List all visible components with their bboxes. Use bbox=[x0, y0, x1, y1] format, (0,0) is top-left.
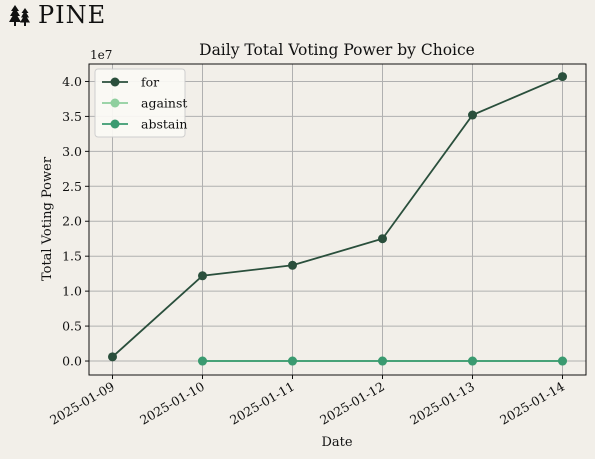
y-tick-label: 0.5 bbox=[62, 319, 82, 334]
data-point-for bbox=[468, 110, 477, 120]
legend-marker-against bbox=[110, 98, 120, 108]
legend-entry-for: for bbox=[102, 75, 159, 90]
y-tick-label: 3.0 bbox=[62, 144, 82, 159]
series-for bbox=[108, 72, 567, 362]
x-tick-label: 2025-01-11 bbox=[227, 379, 297, 428]
pine-trees-icon bbox=[9, 5, 30, 26]
data-point-for bbox=[108, 352, 117, 362]
data-point-abstain bbox=[558, 356, 567, 366]
legend-entry-against: against bbox=[102, 96, 187, 111]
data-point-for bbox=[288, 260, 297, 270]
legend: for against abstain bbox=[94, 68, 187, 138]
x-tick-label: 2025-01-14 bbox=[497, 379, 567, 428]
legend-marker-for bbox=[110, 77, 120, 87]
y-tick-label: 2.5 bbox=[62, 179, 82, 194]
data-point-abstain bbox=[288, 356, 297, 366]
y-tick-label: 3.5 bbox=[62, 109, 82, 124]
y-tick-label: 1.5 bbox=[62, 249, 82, 264]
brand-name: PINE bbox=[38, 1, 107, 29]
data-point-abstain bbox=[468, 356, 477, 366]
legend-label-abstain: abstain bbox=[141, 117, 187, 132]
x-tick-label: 2025-01-09 bbox=[47, 379, 117, 428]
series-line-for bbox=[111, 75, 563, 358]
data-point-abstain bbox=[378, 356, 387, 366]
y-tick-label: 4.0 bbox=[62, 74, 82, 89]
x-tick-label: 2025-01-13 bbox=[407, 379, 477, 428]
data-point-for bbox=[378, 234, 387, 244]
x-tick-label: 2025-01-10 bbox=[137, 379, 207, 428]
data-point-abstain bbox=[198, 356, 207, 366]
legend-label-for: for bbox=[141, 75, 159, 90]
y-tick-label: 1.0 bbox=[62, 284, 82, 299]
brand-logo: PINE bbox=[8, 1, 107, 29]
x-axis-label: Date bbox=[321, 435, 352, 450]
data-point-for bbox=[198, 271, 207, 281]
y-tick-label: 0.0 bbox=[62, 354, 82, 369]
series-layer bbox=[108, 72, 567, 366]
x-tick-label: 2025-01-12 bbox=[317, 379, 387, 428]
plot-frame bbox=[88, 63, 587, 376]
chart-title: Daily Total Voting Power by Choice bbox=[199, 41, 475, 59]
y-tick-label: 2.0 bbox=[62, 214, 82, 229]
series-abstain bbox=[198, 356, 567, 366]
legend-entry-abstain: abstain bbox=[102, 117, 187, 132]
data-point-for bbox=[558, 72, 567, 82]
legend-label-against: against bbox=[141, 96, 187, 111]
legend-box bbox=[94, 68, 186, 138]
legend-marker-abstain bbox=[110, 119, 120, 129]
y-axis-label: Total Voting Power bbox=[40, 156, 55, 281]
y-multiplier-label: 1e7 bbox=[90, 48, 112, 62]
